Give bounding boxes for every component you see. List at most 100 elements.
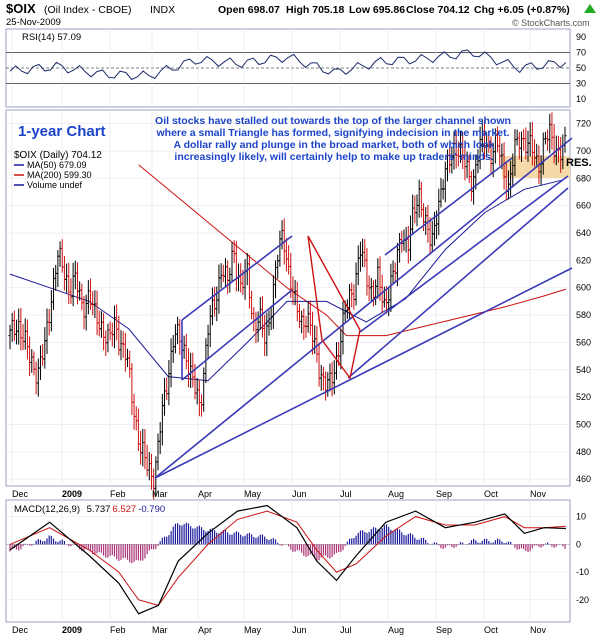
ma200-line [138,164,567,337]
commentary-line: where a small Triangle has formed, signi… [155,127,509,139]
chart-symbol: $OIX [6,1,36,16]
macd-month-label: Jun [292,625,307,635]
ma200-group [138,164,567,337]
price-tick-label: 480 [576,447,591,457]
resistance-label: RES. [566,157,592,169]
rsi-tick-label: 50 [576,63,586,73]
channel-inner-lower [181,289,293,381]
price-tick-label: 620 [576,255,591,265]
month-label: Mar [152,489,168,499]
rsi-grid [6,29,570,107]
rsi-tick-label: 30 [576,79,586,89]
month-label: Jul [340,489,352,499]
month-label: 2009 [62,489,82,499]
macd-tick-label: -20 [576,595,589,605]
rsi-ticks: 90 70 50 30 10 [576,32,586,104]
macd-month-labels: Dec 2009 Feb Mar Apr May Jun Jul Aug Sep Oct Nov [12,625,547,635]
rsi-tick-label: 90 [576,32,586,42]
quote-low: Low 695.86 [349,4,405,16]
red-flag-pattern [307,235,361,380]
price-tick-label: 540 [576,365,591,375]
macd-tick-label: 10 [576,512,586,522]
month-label: Feb [110,489,126,499]
macd-month-label: Feb [110,625,126,635]
macd-month-label: Sep [436,625,452,635]
chart-title-label: 1-year Chart [18,123,106,140]
price-tick-label: 520 [576,392,591,402]
macd-hist-value: -0.790 [138,504,165,515]
macd-month-label: Oct [484,625,499,635]
month-label: May [244,489,262,499]
macd-label-prefix: MACD(12,26,9) [14,504,80,515]
price-tick-label: 680 [576,173,591,183]
rsi-label: RSI(14) 57.09 [22,32,81,43]
channel-upper [154,137,573,479]
month-labels: Dec 2009 Feb Mar Apr May Jun Jul Aug Sep Oct Nov [12,489,547,499]
commentary: Oil stocks have stalled out towards the … [155,115,511,163]
legend-entry: MA(200) 599.30 [27,170,92,180]
channel-inner-right-lower [347,187,569,379]
channel-inner-right-mid [359,175,569,333]
macd-month-label: May [244,625,262,635]
price-tick-label: 600 [576,283,591,293]
price-tick-label: 700 [576,146,591,156]
quote-high: High 705.18 [286,4,345,16]
price-tick-label: 640 [576,228,591,238]
macd-month-label: Apr [198,625,212,635]
channel-lower [154,267,573,479]
macd-label: MACD(12,26,9) 5.737 6.527 -0.790 [14,504,165,515]
month-label: Nov [530,489,547,499]
price-bars [8,112,567,502]
quote-change: Chg +6.05 (+0.87%) [474,4,570,16]
month-label: Jun [292,489,307,499]
channel-inner-upper [181,235,293,321]
price-tick-label: 720 [576,119,591,129]
macd-line [9,504,567,615]
month-label: Aug [388,489,404,499]
quote-close: Close 704.12 [406,4,470,16]
month-label: Apr [198,489,212,499]
month-label: Dec [12,489,29,499]
chart-name: (Oil Index - CBOE) [44,4,132,16]
rsi-line [9,49,567,81]
commentary-line: Oil stocks have stalled out towards the … [155,115,511,127]
legend-entry: $OIX (Daily) 704.12 [14,150,102,161]
price-tick-label: 560 [576,337,591,347]
channel-inner-right-upper [384,157,513,256]
macd-month-label: Aug [388,625,404,635]
macd-month-label: Dec [12,625,29,635]
price-ticks: 720 700 680 660 640 620 600 580 560 540 520 500 480 4… [576,119,591,484]
price-grid [6,110,570,486]
month-label: Oct [484,489,499,499]
quote-open: Open 698.07 [218,4,280,16]
macd-tick-label: -10 [576,567,589,577]
macd-tick-label: 0 [576,539,581,549]
ma50-line [9,179,565,382]
macd-month-label: Nov [530,625,547,635]
macd-signal-value: 6.527 [112,504,136,515]
macd-month-label: Jul [340,625,352,635]
rsi-tick-label: 10 [576,94,586,104]
price-tick-label: 660 [576,201,591,211]
macd-month-label: 2009 [62,625,82,635]
macd-month-label: Mar [152,625,168,635]
price-tick-label: 580 [576,310,591,320]
legend-entry: MA(50) 679.09 [27,160,87,170]
rsi-tick-label: 70 [576,47,586,57]
watermark: © StockCharts.com [512,18,590,28]
macd-signal-line [9,510,567,606]
commentary-line: increasingly likely, will certainly help… [174,151,493,163]
macd-value: 5.737 [87,504,111,515]
chart-exchange: INDX [150,4,175,16]
price-tick-label: 500 [576,419,591,429]
month-label: Sep [436,489,452,499]
price-tick-label: 460 [576,474,591,484]
macd-panel [5,499,571,623]
legend-entry: Volume undef [27,180,83,190]
up-triangle-icon [584,4,596,13]
macd-ticks: 10 0 -10 -20 [576,512,589,605]
chart-date: 25-Nov-2009 [6,17,61,28]
commentary-line: A dollar rally and plunge in the broad m… [173,139,494,151]
